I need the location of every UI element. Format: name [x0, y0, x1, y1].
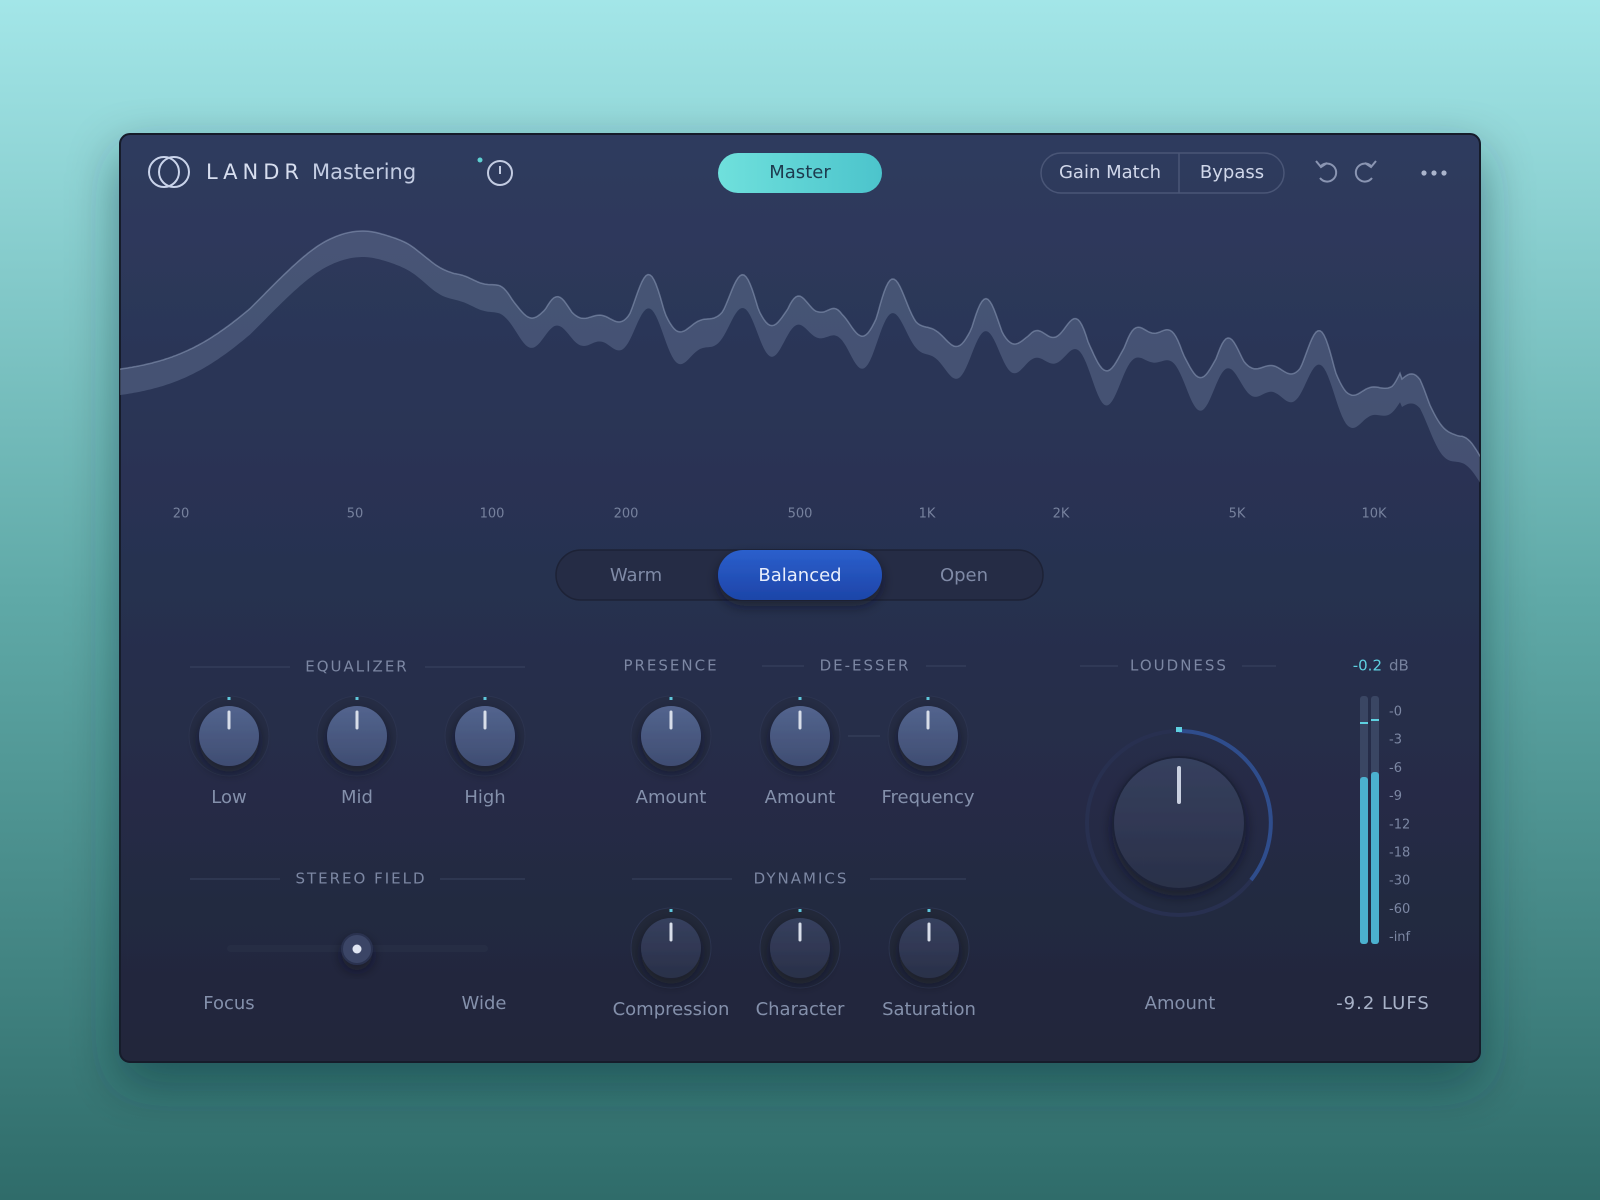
brand: LANDR: [206, 160, 304, 184]
gain-match-button[interactable]: Gain Match: [1059, 162, 1161, 183]
reference-icon[interactable]: [477, 157, 513, 186]
character-option-active[interactable]: [718, 550, 882, 600]
more-menu[interactable]: [1421, 170, 1447, 176]
frequency-label: 2K: [1053, 507, 1070, 522]
section-title: STEREO FIELD: [295, 870, 426, 888]
stereo-slider-dot: [352, 944, 362, 954]
knob-marker: [227, 697, 231, 700]
undo-button[interactable]: [1315, 160, 1338, 183]
knob[interactable]: [199, 706, 259, 766]
knob-label: Saturation: [882, 999, 976, 1020]
section-title: PRESENCE: [623, 657, 718, 675]
character-options: Warm Balanced Open: [610, 550, 988, 600]
meter-left-level: [1360, 777, 1368, 944]
character-option[interactable]: Open: [940, 565, 988, 586]
peak-unit: dB: [1389, 657, 1409, 675]
frequency-label: 50: [347, 507, 364, 522]
knob-label: Low: [211, 787, 246, 808]
bypass-button[interactable]: Bypass: [1200, 162, 1264, 183]
stereo-min-label: Focus: [203, 993, 254, 1014]
knob-marker: [927, 909, 931, 912]
loudness-knob[interactable]: [1112, 756, 1246, 890]
knob-label: Amount: [636, 787, 707, 808]
frequency-label: 20: [173, 507, 190, 522]
frequency-label: 100: [480, 507, 505, 522]
meter-scale-label: -9: [1389, 789, 1402, 804]
meter-scale: -0 -3 -6 -9 -12 -18 -30 -60 -inf: [1389, 705, 1411, 946]
knob-marker: [798, 697, 802, 700]
product-name: Mastering: [312, 160, 416, 184]
knobs: Low Mid High Amount Amount Frequency Compressi…: [188, 695, 976, 1020]
knob-marker: [669, 697, 673, 700]
toggle-group: [1040, 152, 1285, 194]
knob[interactable]: [770, 918, 830, 978]
spectrum-display: [120, 230, 1480, 505]
knob[interactable]: [641, 918, 701, 978]
knob[interactable]: [455, 706, 515, 766]
frequency-label: 1K: [919, 507, 936, 522]
knob-label: Mid: [341, 787, 373, 808]
character-option[interactable]: Balanced: [758, 565, 841, 586]
meter-scale-label: -60: [1389, 902, 1410, 917]
knob[interactable]: [899, 918, 959, 978]
meter-scale-label: -inf: [1389, 930, 1411, 945]
sections: EQUALIZER PRESENCE DE-ESSER STEREO FIELD DYN…: [190, 657, 1276, 888]
spectrum-fill: [120, 257, 1480, 505]
lufs-readout: -9.2 LUFS: [1336, 993, 1430, 1014]
section-title: DE-ESSER: [820, 657, 911, 675]
meter-scale-label: -3: [1389, 733, 1402, 748]
frequency-label: 10K: [1361, 507, 1387, 522]
spectrum-outline: [120, 230, 1480, 458]
knob-label: Character: [756, 999, 845, 1020]
redo-button[interactable]: [1354, 160, 1377, 183]
meter-scale-label: -30: [1389, 874, 1410, 889]
meter-left-peak: [1360, 722, 1368, 724]
knob-label: High: [464, 787, 505, 808]
section-title: DYNAMICS: [754, 870, 849, 888]
knob-label: Amount: [765, 787, 836, 808]
spectrum-band: [120, 231, 1480, 484]
knob-marker: [355, 697, 359, 700]
knob-marker: [669, 909, 673, 912]
logo: [148, 156, 190, 188]
frequency-label: 200: [614, 507, 639, 522]
knob[interactable]: [898, 706, 958, 766]
meter-right-level: [1371, 772, 1379, 944]
peak-value: -0.2: [1353, 657, 1382, 675]
knob-marker: [926, 697, 930, 700]
level-meter: [1360, 696, 1379, 944]
knob[interactable]: [641, 706, 701, 766]
knob[interactable]: [327, 706, 387, 766]
character-option[interactable]: Warm: [610, 565, 662, 586]
section-title: LOUDNESS: [1130, 657, 1228, 675]
loudness-knob-label: Amount: [1145, 993, 1216, 1014]
section-title: EQUALIZER: [305, 658, 408, 676]
knob-marker: [798, 909, 802, 912]
meter-scale-label: -0: [1389, 705, 1402, 720]
master-button-label[interactable]: Master: [769, 162, 831, 183]
knob-marker: [483, 697, 487, 700]
frequency-label: 500: [788, 507, 813, 522]
meter-scale-label: -12: [1389, 817, 1410, 832]
knob-label: Compression: [613, 999, 730, 1020]
stereo-max-label: Wide: [462, 993, 507, 1014]
frequency-label: 5K: [1229, 507, 1246, 522]
meter-scale-label: -6: [1389, 761, 1402, 776]
knob[interactable]: [770, 706, 830, 766]
master-button[interactable]: [718, 153, 882, 193]
loudness-arc: [1178, 729, 1273, 882]
meter-right-peak: [1371, 719, 1379, 721]
knob-label: Frequency: [882, 787, 975, 808]
meter-scale-label: -18: [1389, 846, 1410, 861]
loudness-marker: [1176, 727, 1182, 732]
